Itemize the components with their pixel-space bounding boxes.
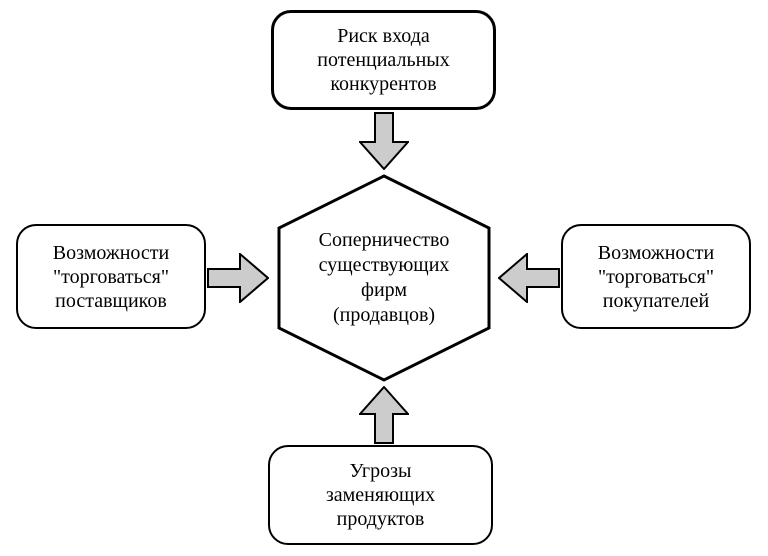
- arrow-bottom: [359, 386, 409, 444]
- left-box: Возможности "торговаться" поставщиков: [16, 224, 206, 329]
- arrow-top: [359, 112, 409, 170]
- right-box-label: Возможности "торговаться" покупателей: [598, 241, 714, 313]
- top-box-label: Риск входа потенциальных конкурентов: [317, 24, 449, 96]
- left-box-label: Возможности "торговаться" поставщиков: [53, 241, 169, 313]
- bottom-box-label: Угрозы заменяющих продуктов: [326, 459, 435, 531]
- diagram-canvas: Соперничество существующих фирм (продавц…: [0, 0, 768, 556]
- center-label: Соперничество существующих фирм (продавц…: [284, 200, 484, 356]
- arrow-right: [498, 253, 560, 303]
- top-box: Риск входа потенциальных конкурентов: [271, 10, 496, 110]
- right-box: Возможности "торговаться" покупателей: [561, 224, 751, 329]
- arrow-left: [207, 253, 269, 303]
- bottom-box: Угрозы заменяющих продуктов: [268, 445, 493, 545]
